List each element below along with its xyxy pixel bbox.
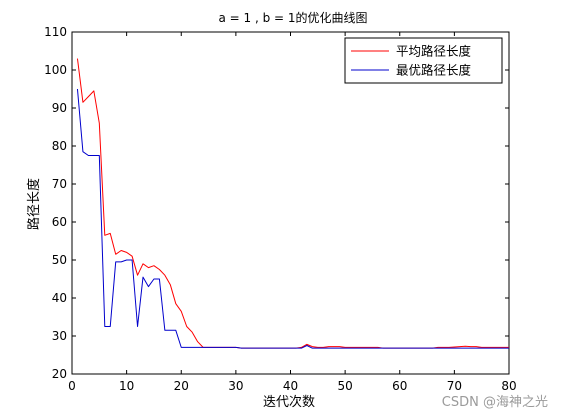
x-axis-label: 迭代次数 [263, 394, 315, 410]
y-tick-label: 100 [44, 63, 67, 77]
x-tick-label: 0 [68, 379, 76, 393]
series-line-best-path [76, 88, 509, 349]
y-axis-label: 路径长度 [26, 178, 42, 230]
y-tick-label: 60 [52, 215, 67, 229]
x-tick-label: 40 [283, 379, 298, 393]
x-tick-label: 60 [392, 379, 407, 393]
x-tick-label: 10 [119, 379, 134, 393]
x-tick-label: 80 [501, 379, 516, 393]
watermark-text: CSDN @海神之光 [442, 395, 548, 410]
x-tick-label: 50 [337, 379, 352, 393]
y-tick-label: 110 [44, 25, 67, 39]
y-tick-label: 40 [52, 291, 67, 305]
plot-area: 0 10 20 30 40 50 60 70 80 20 30 40 50 60 70 80 90 100 110 [44, 25, 517, 393]
legend-entry-label: 最优路径长度 [396, 63, 472, 78]
y-tick-label: 20 [52, 367, 67, 381]
y-tick-label: 70 [52, 177, 67, 191]
chart-title: a = 1 , b = 1的优化曲线图 [218, 10, 367, 25]
y-tick-label: 30 [52, 329, 67, 343]
x-tick-label: 20 [174, 379, 189, 393]
y-tick-label: 80 [52, 139, 67, 153]
x-tick-label: 30 [228, 379, 243, 393]
x-tick-label: 70 [447, 379, 462, 393]
y-tick-label: 50 [52, 253, 67, 267]
legend-entry-label: 平均路径长度 [396, 44, 472, 59]
y-tick-label: 90 [52, 101, 67, 115]
legend-box [344, 37, 503, 84]
